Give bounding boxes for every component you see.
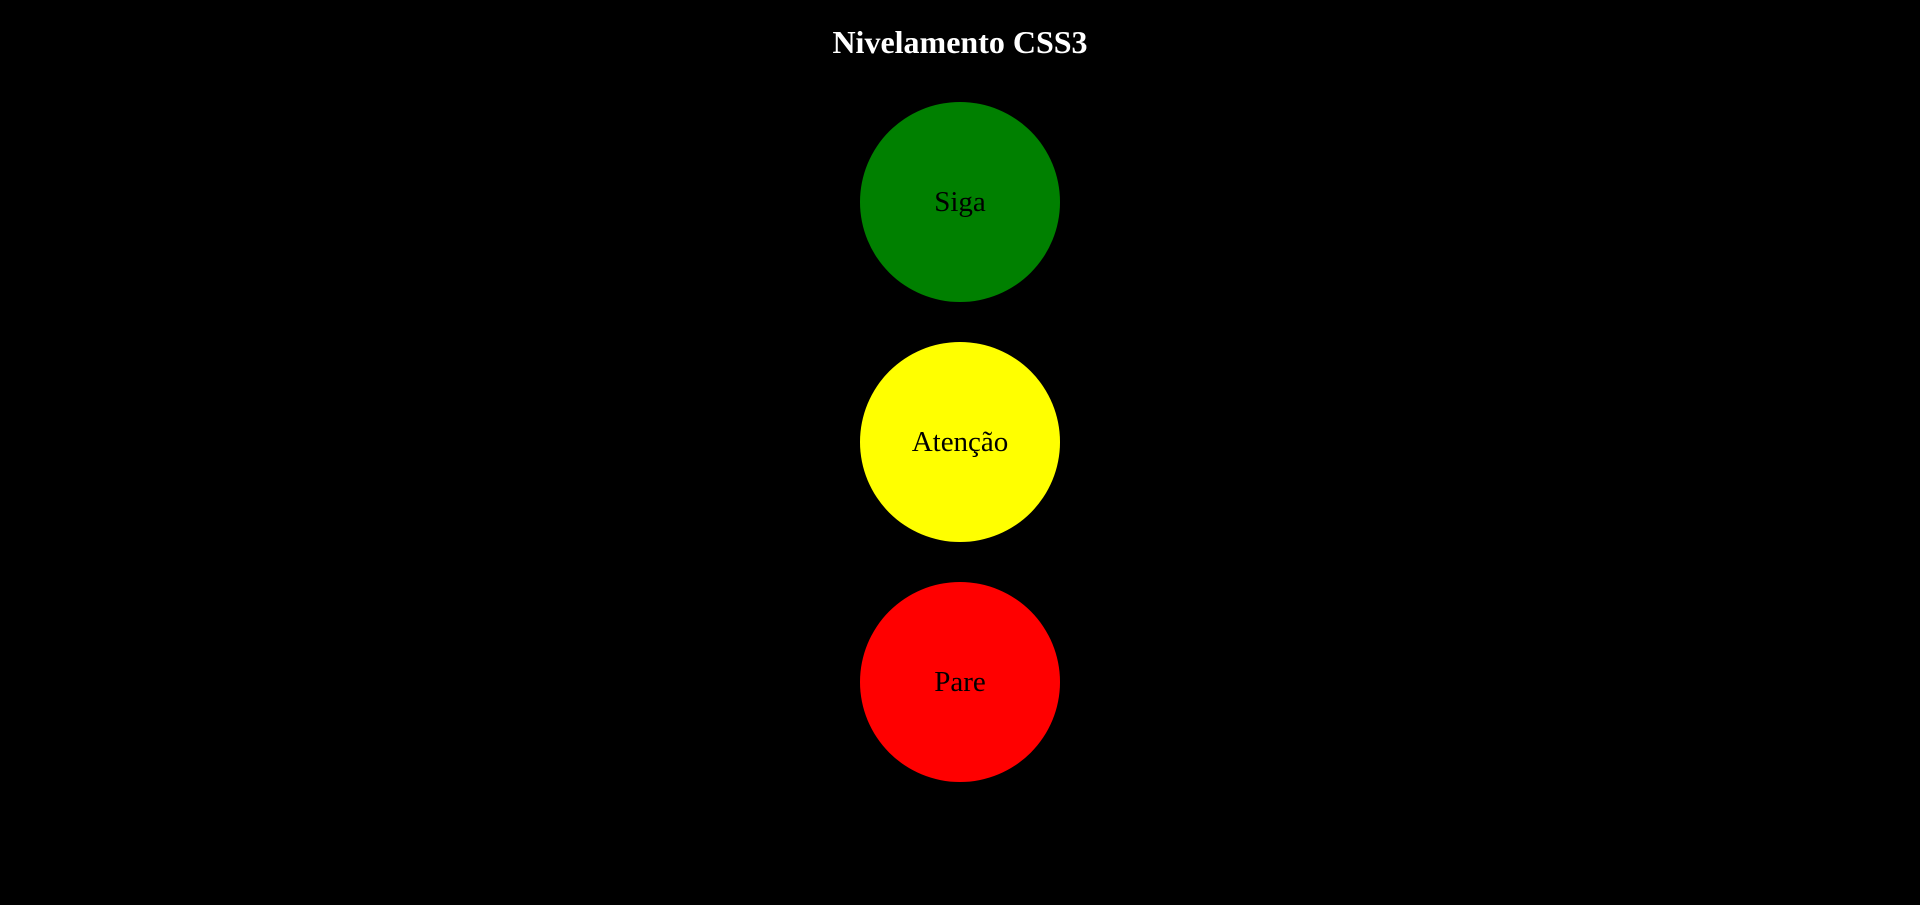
traffic-light-stop-label: Pare: [934, 665, 986, 698]
traffic-light-go-label: Siga: [934, 185, 986, 218]
traffic-light-caution-label: Atenção: [911, 425, 1009, 458]
page-title: Nivelamento CSS3: [832, 24, 1088, 60]
traffic-light-caution: Atenção: [860, 342, 1060, 542]
traffic-light-go: Siga: [860, 102, 1060, 302]
traffic-light-stop: Pare: [860, 582, 1060, 782]
